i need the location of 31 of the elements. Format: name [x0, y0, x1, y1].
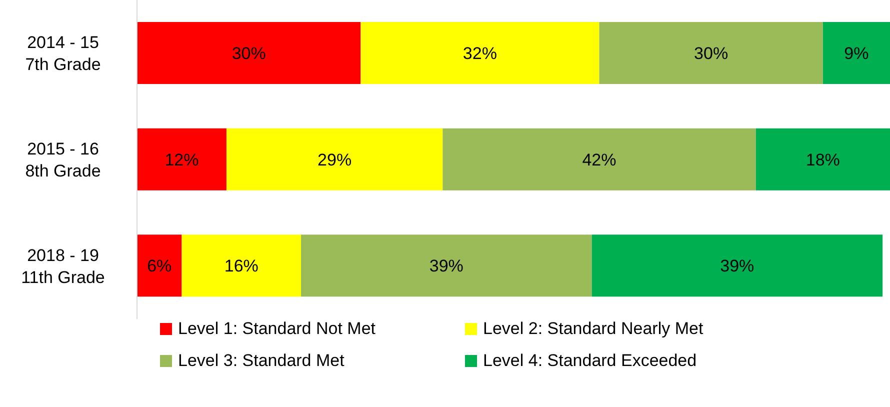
data-label: 9% — [844, 44, 869, 63]
bar — [137, 128, 226, 190]
bar — [756, 128, 890, 190]
bar — [301, 234, 592, 297]
data-label: 30% — [694, 44, 728, 63]
data-label: 12% — [164, 150, 199, 170]
data-label: 39% — [429, 256, 464, 276]
bar — [599, 22, 823, 84]
legend-label: Level 4: Standard Exceeded — [483, 351, 697, 371]
bar — [226, 128, 443, 190]
data-label: 32% — [462, 44, 497, 63]
y-tick-label: 2018 - 19 11th Grade — [21, 246, 105, 287]
data-label: 29% — [318, 150, 352, 170]
bar — [182, 234, 302, 297]
y-tick-label: 2015 - 16 8th Grade — [25, 140, 101, 180]
data-label: 30% — [232, 44, 266, 63]
data-label: 39% — [720, 256, 754, 276]
bar — [592, 234, 883, 297]
data-label: 6% — [147, 256, 172, 276]
bar — [137, 234, 182, 297]
data-label: 16% — [224, 256, 258, 276]
legend-label: Level 2: Standard Nearly Met — [483, 319, 704, 339]
bar — [360, 22, 600, 84]
legend-label: Level 1: Standard Not Met — [178, 319, 376, 339]
legend-label: Level 3: Standard Met — [178, 351, 344, 371]
bar — [442, 128, 756, 190]
data-label: 42% — [582, 150, 616, 170]
y-tick-label: 2014 - 15 7th Grade — [25, 33, 101, 74]
data-label: 18% — [806, 150, 840, 170]
bar — [137, 22, 361, 84]
bar — [822, 22, 890, 84]
